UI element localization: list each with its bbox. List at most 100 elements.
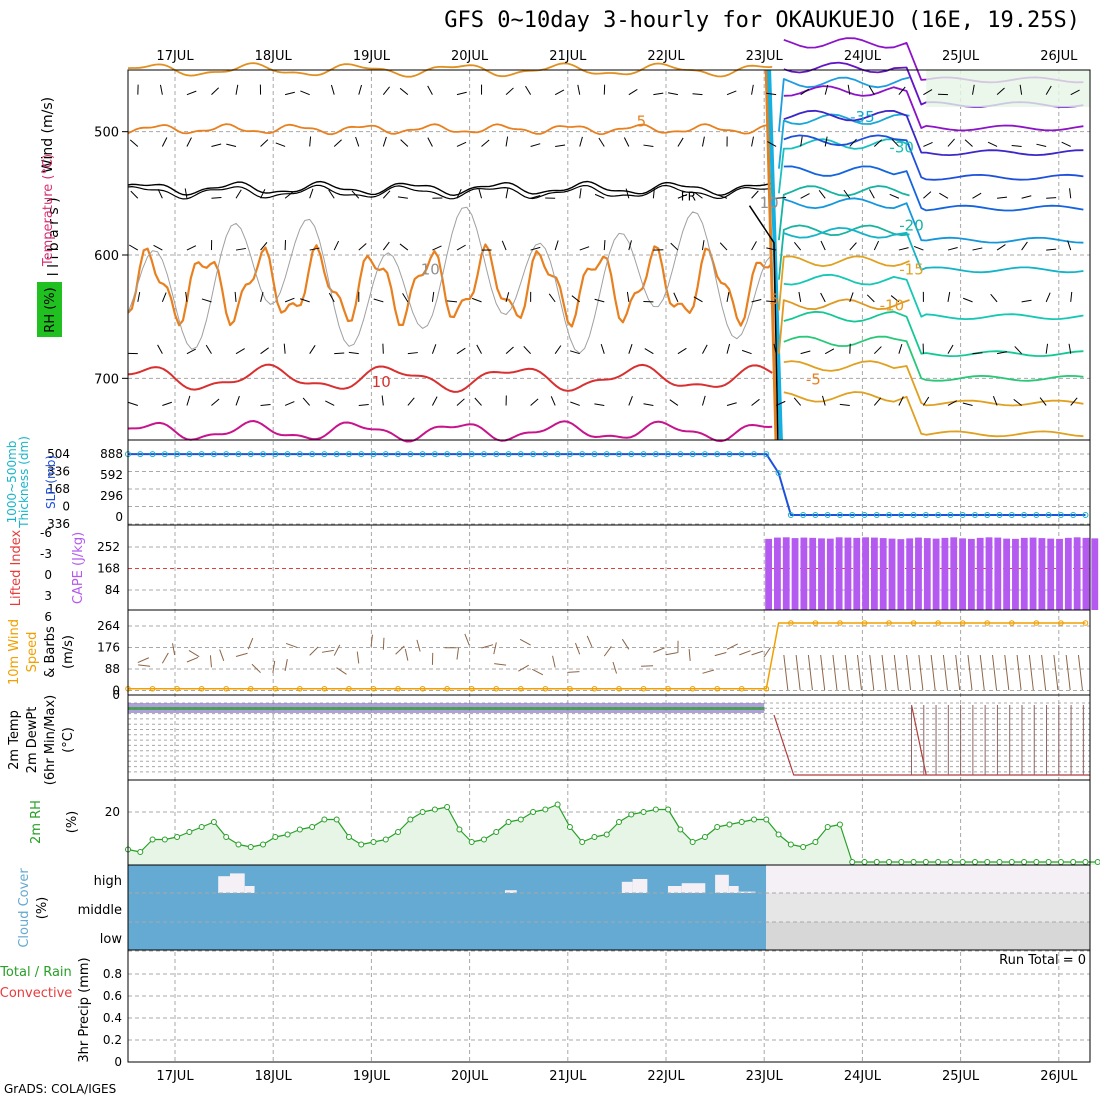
thickness-marker xyxy=(971,512,978,518)
wind-barb xyxy=(873,240,880,251)
rh-marker xyxy=(665,806,672,813)
wind-barb xyxy=(1070,89,1080,96)
wind-barb-10m xyxy=(272,660,276,673)
rh-marker xyxy=(272,834,279,840)
thickness-marker xyxy=(910,512,917,518)
post-isotherm xyxy=(778,76,910,132)
thickness-marker xyxy=(382,451,389,458)
cape-bar xyxy=(950,537,958,610)
wind-barb xyxy=(694,191,703,199)
thickness-marker xyxy=(345,451,352,458)
wind-barb xyxy=(284,91,295,96)
rh-marker xyxy=(1045,859,1052,865)
rh-marker xyxy=(542,806,549,813)
wind-barb xyxy=(211,143,222,147)
wind-barb xyxy=(767,141,777,147)
wind-barb xyxy=(1070,397,1078,406)
wind-barb xyxy=(594,193,605,199)
cloud-tick: middle xyxy=(78,903,122,918)
cape-bar xyxy=(1003,538,1011,610)
cape-bar xyxy=(765,538,773,610)
wind-barb xyxy=(820,292,826,303)
post-isotherm xyxy=(778,224,910,280)
wind-barb xyxy=(128,401,138,406)
wind-barb-10m xyxy=(603,646,612,657)
wind-barb xyxy=(793,241,802,251)
wind-barb-10m xyxy=(356,651,360,664)
transition-blue xyxy=(767,69,783,441)
wind-barb xyxy=(628,88,638,96)
wind-barb xyxy=(751,241,757,251)
thickness-marker xyxy=(505,451,512,458)
rh-marker xyxy=(296,826,303,833)
wind-barb xyxy=(1045,85,1052,95)
thickness-tick: 0 xyxy=(62,500,70,514)
lifted-index-tick: 0 xyxy=(44,568,52,582)
wind-barb xyxy=(309,345,316,354)
wind-speed-marker xyxy=(468,685,475,692)
wind-barb xyxy=(235,395,240,406)
thickness-marker xyxy=(812,512,819,518)
wind-barb xyxy=(283,343,286,354)
cloud-clear-block xyxy=(504,890,517,893)
rh-marker xyxy=(763,816,770,823)
wind-barb xyxy=(793,397,802,406)
thickness-tick: 336 xyxy=(47,517,70,531)
thickness-marker xyxy=(947,512,954,518)
wind-barb xyxy=(275,142,286,147)
wind-barb-10m xyxy=(930,654,936,691)
wind-speed-marker xyxy=(346,685,352,692)
wind-barb xyxy=(130,190,139,199)
cape-bar xyxy=(1038,538,1046,610)
rh-marker xyxy=(174,834,181,840)
rh-marker xyxy=(333,816,340,823)
wind-speed-marker xyxy=(837,620,843,626)
wind-barb xyxy=(569,350,580,355)
wind-barb xyxy=(868,85,875,95)
wind-barb-10m xyxy=(893,654,899,691)
wind-barb xyxy=(186,395,191,406)
rh-marker xyxy=(616,819,622,825)
wind-barb-10m xyxy=(574,642,581,655)
wind-speed-tick: 264 xyxy=(97,619,120,633)
thickness-marker xyxy=(431,451,438,458)
post-isotherm xyxy=(778,298,910,354)
wind-barb xyxy=(751,398,760,406)
thickness-marker xyxy=(407,451,414,458)
wind-barb xyxy=(153,244,163,251)
thickness-marker xyxy=(161,451,168,458)
wind-barb xyxy=(211,398,220,406)
wind-barb xyxy=(776,197,787,199)
thickness-marker xyxy=(272,451,279,458)
top-day-label: 17JUL xyxy=(156,49,194,64)
wind-barb xyxy=(972,352,983,355)
wind-barb-10m xyxy=(1041,654,1047,691)
wind-barb xyxy=(798,291,802,302)
wind-barb xyxy=(456,189,462,199)
credit-text: GrADS: COLA/IGES xyxy=(4,1082,117,1096)
wind-barb xyxy=(407,352,418,355)
pressure-tick-label: 700 xyxy=(94,372,119,387)
cloud-tick: high xyxy=(94,874,122,889)
wind-speed-marker xyxy=(714,685,721,692)
rh-marker xyxy=(407,816,414,823)
rh-marker xyxy=(898,859,905,865)
wind-barb xyxy=(594,403,605,406)
thickness-marker xyxy=(358,451,365,458)
wind-barb xyxy=(726,343,731,354)
wind-barb-10m xyxy=(1004,654,1010,691)
thickness-marker xyxy=(1057,512,1064,518)
wind-barb xyxy=(677,193,688,199)
wind-speed-marker xyxy=(198,685,205,692)
wind-barb xyxy=(431,396,438,406)
thickness-marker xyxy=(849,512,856,518)
cape-bar xyxy=(809,537,817,610)
thickness-marker xyxy=(456,451,463,458)
wind-speed-marker xyxy=(763,685,770,692)
wind-barb xyxy=(474,397,482,406)
rh-marker xyxy=(591,834,598,840)
thickness-marker xyxy=(836,512,843,518)
freezing-level-label: FR xyxy=(681,190,696,204)
rh-marker xyxy=(836,821,843,828)
wind-barb xyxy=(669,399,679,406)
